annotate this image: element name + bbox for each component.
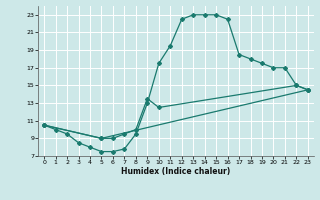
X-axis label: Humidex (Indice chaleur): Humidex (Indice chaleur) [121,167,231,176]
